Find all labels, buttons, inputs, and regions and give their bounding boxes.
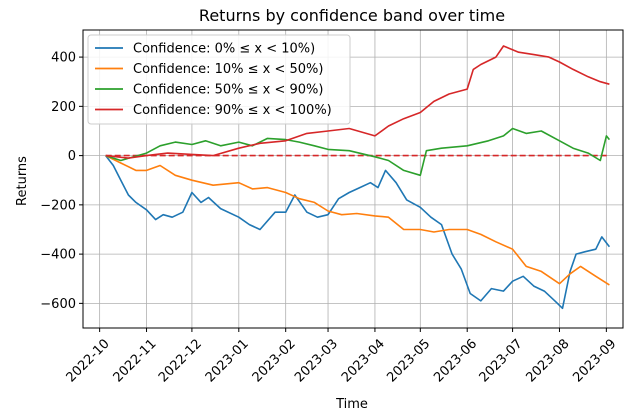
legend-label-2: Confidence: 50% ≤ x < 90%) xyxy=(133,83,323,98)
series-line-1 xyxy=(105,154,610,286)
y-axis-title: Returns xyxy=(15,156,30,206)
legend-label-0: Confidence: 0% ≤ x < 10%) xyxy=(133,42,315,57)
plot-area-frame xyxy=(82,29,624,329)
y-tick-label: −200 xyxy=(40,198,76,213)
series-layer xyxy=(105,45,611,310)
legend-label-3: Confidence: 90% ≤ x < 100%) xyxy=(133,103,332,118)
y-tick-label: −400 xyxy=(40,248,76,263)
legend-label-1: Confidence: 10% ≤ x < 50%) xyxy=(133,62,323,77)
y-tick-label: 0 xyxy=(68,149,76,164)
series-line-3 xyxy=(105,45,610,159)
y-axis: −600 −400 −200 0 200 400 xyxy=(40,51,83,312)
legend-box xyxy=(87,34,351,125)
y-tick-label: 200 xyxy=(51,100,76,115)
legend: Confidence: 0% ≤ x < 10%) Confidence: 10%… xyxy=(87,34,351,125)
y-tick-label: −600 xyxy=(40,297,76,312)
series-line-0 xyxy=(105,155,611,310)
series-line-2 xyxy=(105,127,611,177)
chart-title: Returns by confidence band over time xyxy=(199,6,505,25)
x-axis-title: Time xyxy=(335,397,368,412)
y-tick-label: 400 xyxy=(51,51,76,66)
